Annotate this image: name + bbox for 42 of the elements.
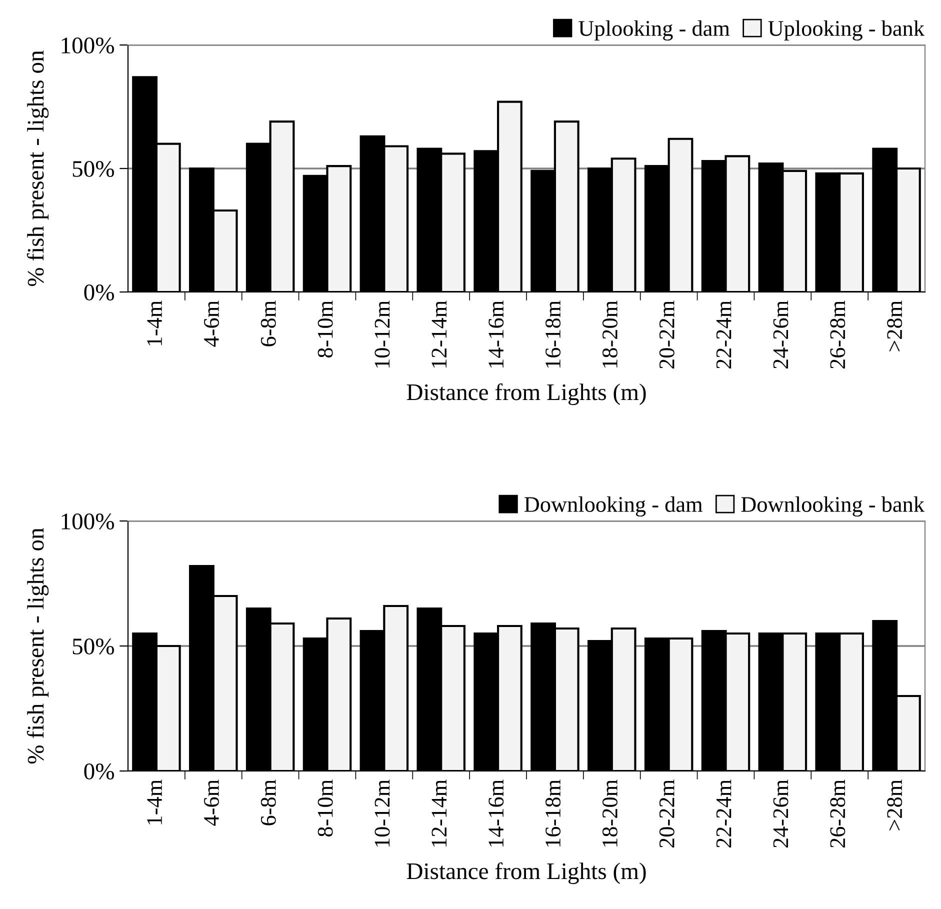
y-tick-label: 0% bbox=[84, 284, 114, 300]
y-tick-label: 100% bbox=[62, 37, 114, 54]
x-tick-label: 26-28m bbox=[830, 300, 846, 368]
x-tick-label: 24-26m bbox=[773, 300, 788, 368]
x-tick-label: 10-12m bbox=[374, 300, 390, 368]
x-tick-label: 16-18m bbox=[546, 780, 561, 847]
x-tick-label: 4-6m bbox=[204, 300, 219, 347]
x-tick-label: 20-22m bbox=[659, 300, 674, 368]
x-axis-title: Distance from Lights (m) bbox=[406, 862, 646, 884]
x-tick-label: 6-8m bbox=[260, 300, 276, 346]
x-tick-label: 16-18m bbox=[546, 300, 561, 368]
x-tick-label: 1-4m bbox=[147, 300, 162, 346]
legend-label: Uplooking - bank bbox=[768, 20, 925, 41]
x-tick-label: 26-28m bbox=[830, 780, 846, 848]
x-tick-label: 1-4m bbox=[147, 780, 162, 824]
x-tick-label: 8-10m bbox=[318, 780, 333, 837]
legend-label: Uplooking - dam bbox=[578, 20, 730, 41]
y-tick-label: 100% bbox=[62, 513, 114, 530]
x-tick-label: >28m bbox=[887, 300, 902, 352]
x-tick-label: 18-20m bbox=[602, 780, 618, 847]
y-tick-label: 50% bbox=[72, 160, 114, 177]
x-axis-title: Distance from Lights (m) bbox=[406, 383, 646, 406]
x-tick-label: 14-16m bbox=[488, 300, 504, 368]
legend-label: Downlooking - bank bbox=[741, 496, 925, 517]
y-tick-label: 50% bbox=[72, 638, 114, 654]
y-axis-title: % fish present - lights on bbox=[26, 528, 49, 764]
y-tick-label: 0% bbox=[84, 763, 114, 780]
x-tick-label: 6-8m bbox=[260, 780, 276, 826]
x-tick-label: 12-14m bbox=[432, 780, 446, 847]
x-tick-label: 4-6m bbox=[204, 780, 219, 826]
y-axis-title: % fish present - lights on bbox=[26, 50, 49, 286]
x-tick-label: 24-26m bbox=[773, 780, 788, 848]
x-tick-label: 14-16m bbox=[488, 780, 504, 847]
x-tick-label: 12-14m bbox=[432, 300, 446, 368]
x-tick-label: 8-10m bbox=[318, 300, 333, 358]
x-tick-label: 22-24m bbox=[716, 780, 732, 848]
x-tick-label: 10-12m bbox=[374, 780, 390, 847]
x-tick-label: 20-22m bbox=[659, 780, 674, 848]
x-tick-label: 18-20m bbox=[602, 300, 618, 368]
x-tick-label: >28m bbox=[887, 780, 902, 830]
legend-label: Downlooking - dam bbox=[524, 496, 702, 517]
x-tick-label: 22-24m bbox=[716, 300, 732, 368]
